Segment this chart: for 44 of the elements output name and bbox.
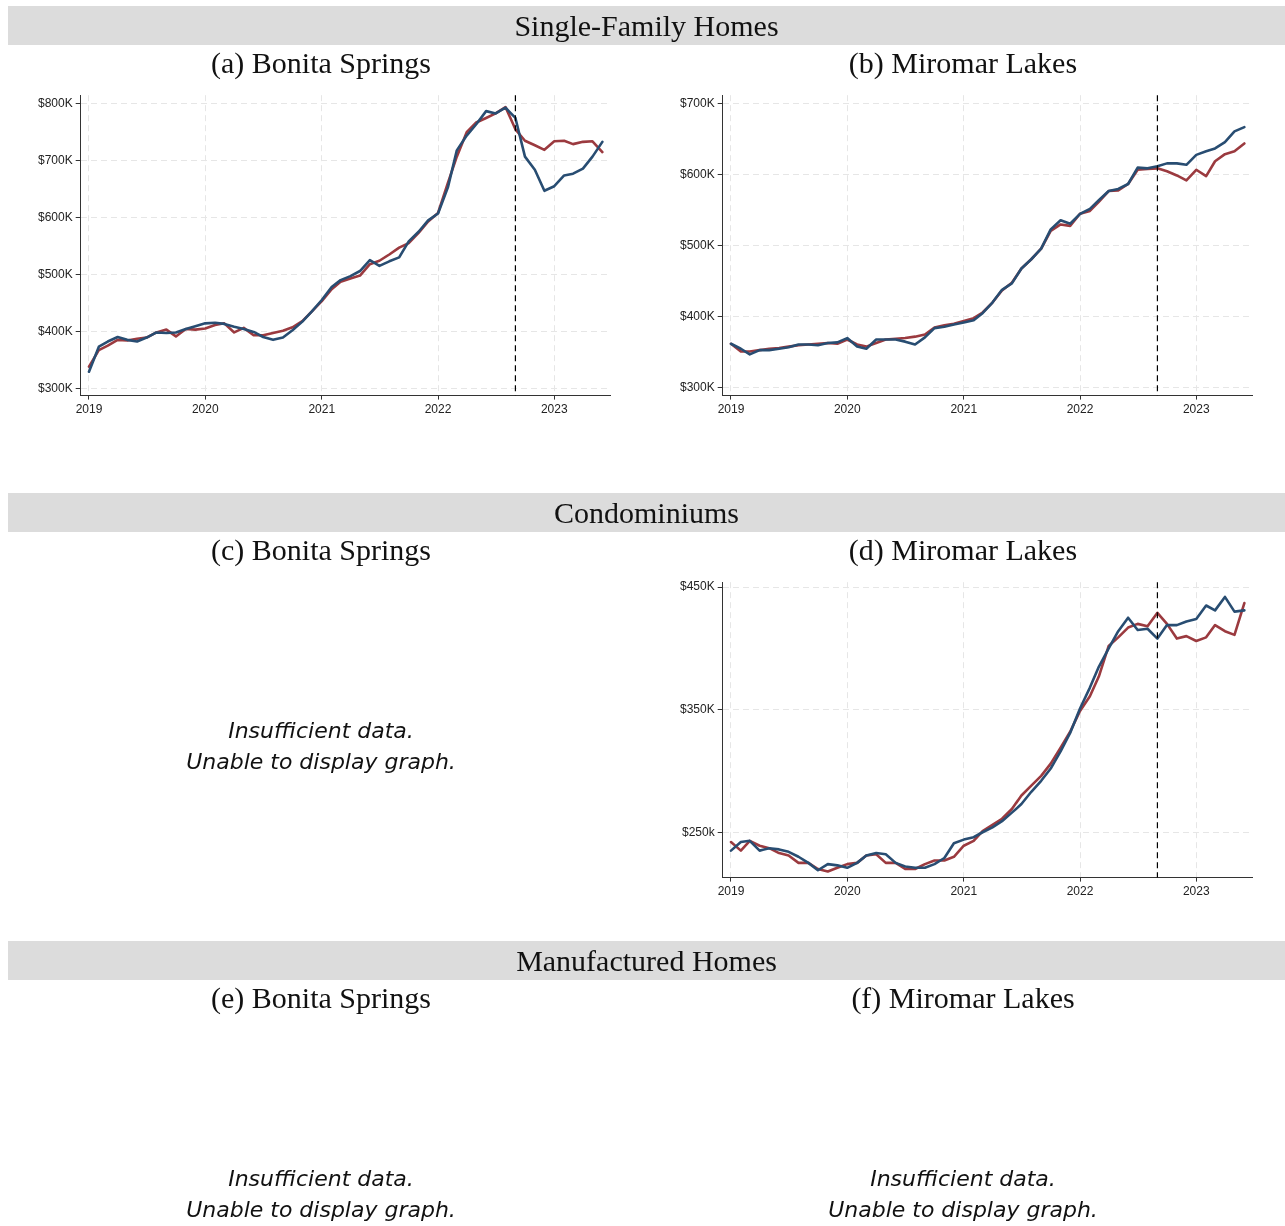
y-tick-label: $400K [38,323,73,338]
y-tick-label: $300K [38,380,73,395]
text: Unable to display graph. [185,1196,457,1224]
x-tick-label: 2019 [75,402,103,417]
y-tick-label: $350K [680,701,715,716]
x-tick-label: 2020 [191,402,219,417]
x-tick-label: 2023 [540,402,568,417]
text: (e) Bonita Springs [210,980,432,1016]
y-tick-label: $250k [682,824,716,839]
chart-subtitle: (d) Miromar Lakes [847,532,1079,568]
text: Insufficient data. [227,717,415,745]
text: (c) Bonita Springs [210,532,432,568]
y-tick-label: $450K [680,579,715,594]
x-tick-label: 2019 [717,884,745,899]
text: (f) Miromar Lakes [850,980,1076,1016]
x-tick-label: 2022 [1066,402,1094,417]
x-tick-label: 2021 [950,884,978,899]
x-tick-label: 2020 [833,402,861,417]
x-tick-label: 2020 [833,884,861,899]
x-tick-label: 2019 [717,402,745,417]
x-tick-label: 2021 [950,402,978,417]
y-tick-label: $800K [38,96,73,111]
x-tick-label: 2023 [1182,884,1210,899]
text: Condominiums [8,493,1285,532]
y-tick-label: $400K [680,309,715,324]
y-tick-label: $700K [38,152,73,167]
y-tick-label: $500K [680,238,715,253]
chart-subtitle: (a) Bonita Springs [210,45,432,81]
y-tick-label: $300K [680,380,715,395]
text: Unable to display graph. [185,748,457,776]
y-tick-label: $700K [680,96,715,111]
x-tick-label: 2021 [308,402,336,417]
chart-title: Single-Family Homes [8,6,1285,45]
chart-subtitle: (b) Miromar Lakes [847,45,1079,81]
text: Insufficient data. [227,1165,415,1193]
x-tick-label: 2022 [1066,884,1094,899]
text: Insufficient data. [869,1165,1057,1193]
y-tick-label: $500K [38,266,73,281]
text: Manufactured Homes [8,941,1285,980]
y-tick-label: $600K [38,209,73,224]
text: Unable to display graph. [827,1196,1099,1224]
x-tick-label: 2022 [424,402,452,417]
x-tick-label: 2023 [1182,402,1210,417]
y-tick-label: $600K [680,167,715,182]
